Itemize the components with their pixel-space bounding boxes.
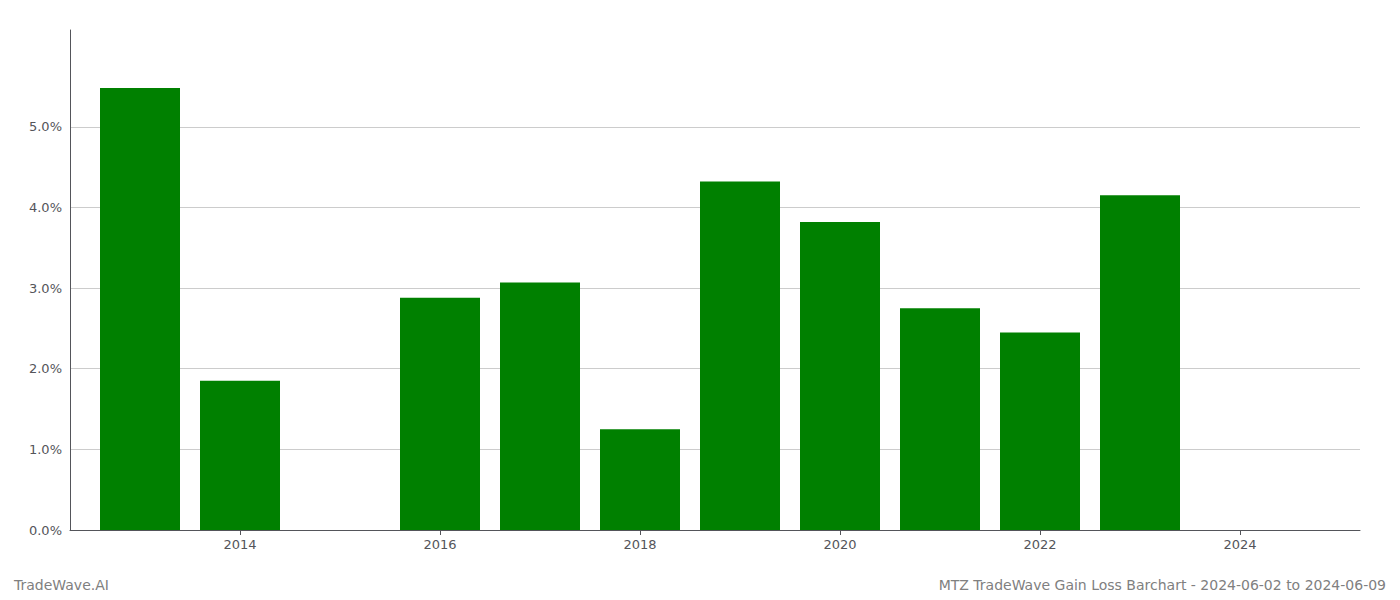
svg-text:2020: 2020 (823, 537, 856, 552)
svg-text:4.0%: 4.0% (29, 200, 62, 215)
svg-text:MTZ TradeWave Gain Loss Barcha: MTZ TradeWave Gain Loss Barchart - 2024-… (939, 577, 1386, 593)
svg-text:2016: 2016 (423, 537, 456, 552)
svg-text:2024: 2024 (1223, 537, 1256, 552)
svg-text:TradeWave.AI: TradeWave.AI (13, 577, 109, 593)
svg-text:2014: 2014 (223, 537, 256, 552)
svg-text:1.0%: 1.0% (29, 442, 62, 457)
svg-text:2018: 2018 (623, 537, 656, 552)
svg-text:2.0%: 2.0% (29, 361, 62, 376)
svg-text:5.0%: 5.0% (29, 119, 62, 134)
svg-text:3.0%: 3.0% (29, 281, 62, 296)
svg-text:2022: 2022 (1023, 537, 1056, 552)
svg-text:0.0%: 0.0% (29, 523, 62, 538)
